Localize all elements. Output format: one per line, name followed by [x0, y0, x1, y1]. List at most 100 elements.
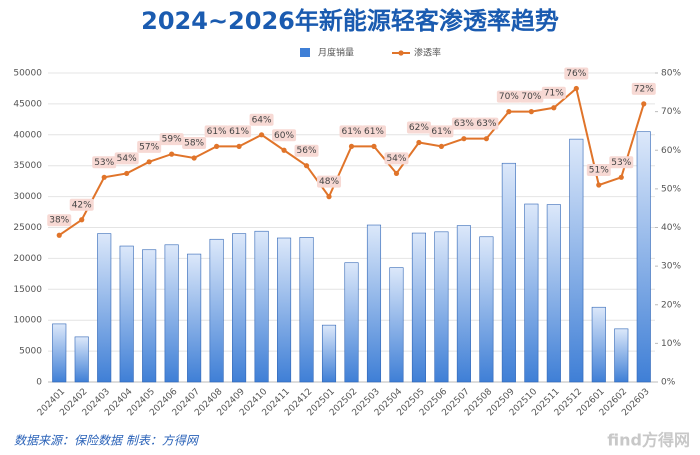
y-tick-label: 20000	[13, 254, 42, 264]
bar	[52, 323, 67, 383]
legend-label: 渗透率	[414, 47, 441, 59]
data-label: 76%	[566, 69, 586, 79]
point	[281, 147, 287, 153]
data-label: 58%	[184, 138, 204, 148]
y-tick-label: 10000	[13, 316, 42, 326]
bar	[299, 237, 314, 383]
bar	[546, 204, 561, 383]
data-label: 53%	[611, 158, 631, 168]
point	[596, 182, 602, 188]
bar	[366, 224, 382, 383]
point	[641, 101, 647, 107]
data-label: 72%	[634, 84, 654, 94]
data-label: 56%	[297, 146, 317, 156]
point	[101, 174, 107, 180]
y2-tick-label: 20%	[661, 300, 681, 310]
point	[618, 174, 624, 180]
label-bg	[496, 90, 521, 103]
data-label: 61%	[207, 127, 227, 137]
label-bg	[474, 117, 499, 130]
point	[191, 155, 197, 161]
bar	[232, 233, 247, 383]
y2-tick-label: 40%	[661, 223, 681, 233]
legend-swatch	[398, 50, 404, 56]
bar	[119, 245, 134, 383]
bar	[501, 162, 516, 383]
point	[461, 136, 467, 142]
y-tick-label: 25000	[13, 223, 42, 233]
bar	[411, 232, 426, 383]
point	[551, 105, 557, 111]
point	[169, 151, 175, 157]
bar	[614, 328, 629, 383]
bar	[74, 336, 89, 383]
label-bg	[272, 129, 297, 142]
label-bg	[294, 144, 319, 157]
point	[416, 139, 422, 146]
bar	[479, 236, 494, 383]
data-label: 54%	[117, 154, 137, 164]
point	[483, 136, 489, 142]
data-label: 63%	[454, 119, 474, 129]
y-tick-label: 45000	[13, 99, 42, 109]
y2-tick-label: 0%	[661, 378, 676, 388]
y-tick-label: 40000	[13, 130, 42, 140]
data-label: 48%	[319, 177, 339, 187]
label-bg	[317, 175, 342, 188]
data-label: 70%	[499, 92, 519, 102]
data-label: 61%	[431, 127, 451, 137]
point	[371, 143, 377, 149]
bar	[142, 249, 157, 383]
point	[303, 163, 310, 169]
label-bg	[137, 140, 162, 153]
data-label: 57%	[139, 142, 159, 152]
label-bg	[69, 198, 94, 211]
point	[146, 159, 152, 165]
y2-tick-label: 70%	[661, 107, 681, 117]
label-bg	[159, 133, 184, 146]
bar	[456, 225, 471, 383]
bar	[389, 267, 404, 383]
data-label: 63%	[476, 119, 496, 129]
label-bg	[564, 67, 589, 80]
point	[124, 170, 130, 177]
label-bg	[429, 125, 454, 138]
data-label: 42%	[72, 200, 92, 210]
bar	[434, 231, 449, 383]
bar	[321, 324, 337, 383]
bar	[569, 138, 584, 383]
bar	[97, 233, 112, 383]
y2-tick-label: 50%	[661, 184, 681, 194]
y-tick-label: 50000	[13, 69, 42, 79]
point	[438, 143, 445, 149]
label-bg	[361, 125, 386, 138]
label-bg	[182, 136, 207, 149]
label-bg	[384, 152, 409, 165]
data-label: 61%	[341, 127, 361, 137]
point	[393, 170, 400, 177]
y2-tick-label: 10%	[661, 339, 681, 349]
label-bg	[586, 164, 611, 177]
source: 数据来源：保险数据 制表：方得网	[14, 434, 200, 448]
bar	[209, 238, 224, 383]
label-bg	[227, 125, 252, 138]
bar	[636, 131, 651, 383]
label-bg	[519, 90, 544, 103]
data-label: 38%	[49, 216, 69, 226]
y-tick-label: 30000	[13, 192, 42, 202]
point	[79, 217, 85, 223]
point	[506, 109, 512, 115]
y-tick-label: 15000	[13, 285, 42, 295]
data-label: 62%	[409, 123, 429, 133]
bar	[524, 203, 539, 383]
label-bg	[631, 82, 656, 95]
data-label: 61%	[364, 127, 384, 137]
label-bg	[406, 121, 431, 134]
y2-tick-label: 60%	[661, 146, 681, 156]
label-bg	[249, 113, 274, 126]
legend-swatch	[300, 48, 310, 57]
data-label: 60%	[274, 131, 294, 141]
point	[573, 85, 579, 92]
data-label: 53%	[94, 158, 114, 168]
